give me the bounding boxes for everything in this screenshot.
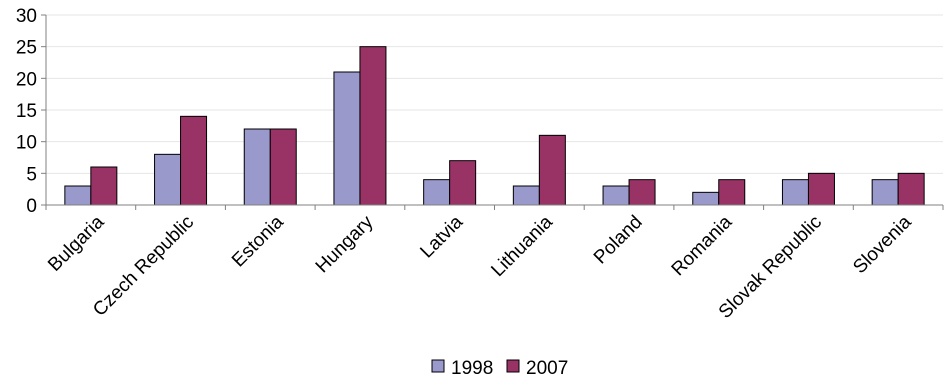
bar-1998-hungary	[333, 71, 361, 206]
bar-1998-slovak-republic	[781, 179, 809, 206]
y-tick-label: 30	[16, 6, 37, 27]
bar-1998-czech-republic	[154, 153, 182, 206]
y-tick-label: 5	[26, 164, 37, 185]
y-tick-labels: 0 5 10 15 20 25 30	[16, 6, 37, 217]
x-category-label: Estonia	[228, 211, 288, 271]
bar-1998-slovenia	[871, 179, 899, 206]
bar-2007-slovak-republic	[807, 172, 835, 206]
x-category-label: Poland	[590, 212, 647, 269]
legend-swatch-2007	[506, 359, 520, 373]
bar-2007-czech-republic	[180, 115, 208, 206]
y-tick-label: 25	[16, 38, 37, 59]
legend-label: 1998	[451, 358, 493, 379]
bar-2007-poland	[628, 179, 656, 206]
bar-1998-romania	[692, 191, 720, 206]
bar-1998-estonia	[243, 128, 271, 206]
x-category-label: Latvia	[416, 211, 467, 262]
bar-2007-bulgaria	[90, 166, 118, 206]
y-tick-label: 20	[16, 69, 37, 90]
bars	[64, 46, 925, 206]
x-category-label: Lithuania	[488, 211, 558, 281]
bar-2007-romania	[718, 179, 746, 206]
x-category-label: Romania	[668, 211, 737, 280]
bar-2007-estonia	[269, 128, 297, 206]
bar-1998-latvia	[423, 179, 451, 206]
bar-1998-bulgaria	[64, 185, 92, 206]
bar-2007-latvia	[449, 160, 477, 206]
x-category-label: Hungary	[312, 211, 378, 277]
x-category-label: Slovenia	[849, 211, 916, 278]
legend: 1998 2007	[431, 358, 568, 379]
y-tick-label: 15	[16, 101, 37, 122]
legend-swatch-1998	[431, 359, 445, 373]
bar-1998-poland	[602, 185, 630, 206]
y-tick-label: 10	[16, 133, 37, 154]
bar-2007-slovenia	[897, 172, 925, 206]
bar-1998-lithuania	[512, 185, 540, 206]
bar-2007-hungary	[359, 46, 387, 206]
legend-label: 2007	[526, 358, 568, 379]
axes	[41, 14, 944, 210]
y-tick-label: 0	[26, 196, 37, 217]
bar-2007-lithuania	[538, 134, 566, 206]
x-category-label: Bulgaria	[44, 211, 108, 275]
